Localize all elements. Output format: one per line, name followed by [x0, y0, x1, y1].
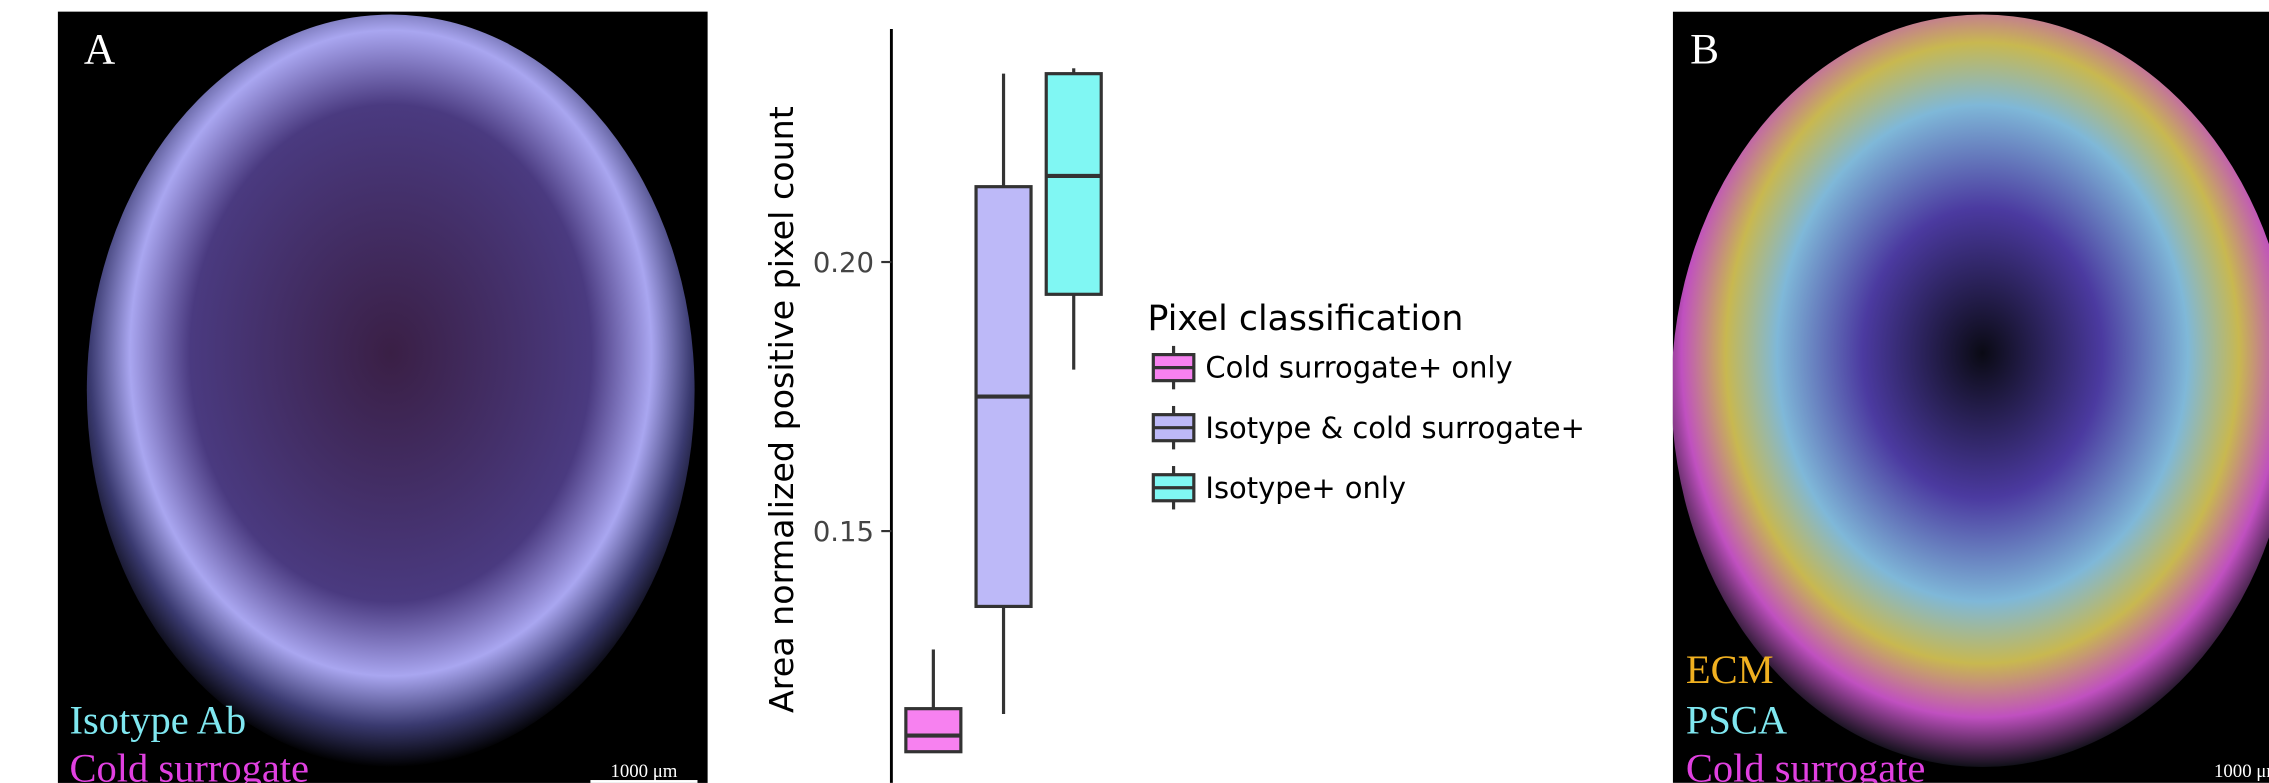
page: A Isotype Ab Cold surrogate 1000 μm B EC…: [0, 0, 2269, 783]
legend-label: Cold surrogate+ only: [1205, 351, 1512, 385]
y-axis-label: Area normalized positive pixel count: [762, 106, 801, 713]
box: [1046, 74, 1101, 295]
tissue-a: [87, 15, 695, 767]
legend-title: Pixel classification: [1148, 299, 1464, 339]
panel-label: A: [84, 26, 116, 74]
image-legend: Isotype Ab: [69, 698, 246, 743]
image-b: B ECM PSCA Cold surrogate 1000 μm: [1671, 12, 2269, 783]
box: [906, 709, 961, 752]
scale-bar-label: 1000 μm: [2214, 761, 2269, 782]
image-legend: PSCA: [1686, 698, 1787, 743]
scale-bar-label: 1000 μm: [610, 761, 677, 782]
legend-label: Isotype & cold surrogate+: [1205, 411, 1584, 445]
image-legend: ECM: [1686, 647, 1774, 692]
legend-label: Isotype+ only: [1205, 471, 1406, 505]
scale-bar: [590, 780, 697, 783]
figure: A Isotype Ab Cold surrogate 1000 μm B EC…: [0, 0, 2269, 783]
panel-label: B: [1690, 26, 1719, 74]
y-tick-label: 0.15: [813, 516, 874, 548]
image-legend: Cold surrogate: [1686, 745, 1926, 783]
image-legend: Cold surrogate: [69, 745, 309, 783]
y-tick-label: 0.20: [813, 247, 874, 279]
